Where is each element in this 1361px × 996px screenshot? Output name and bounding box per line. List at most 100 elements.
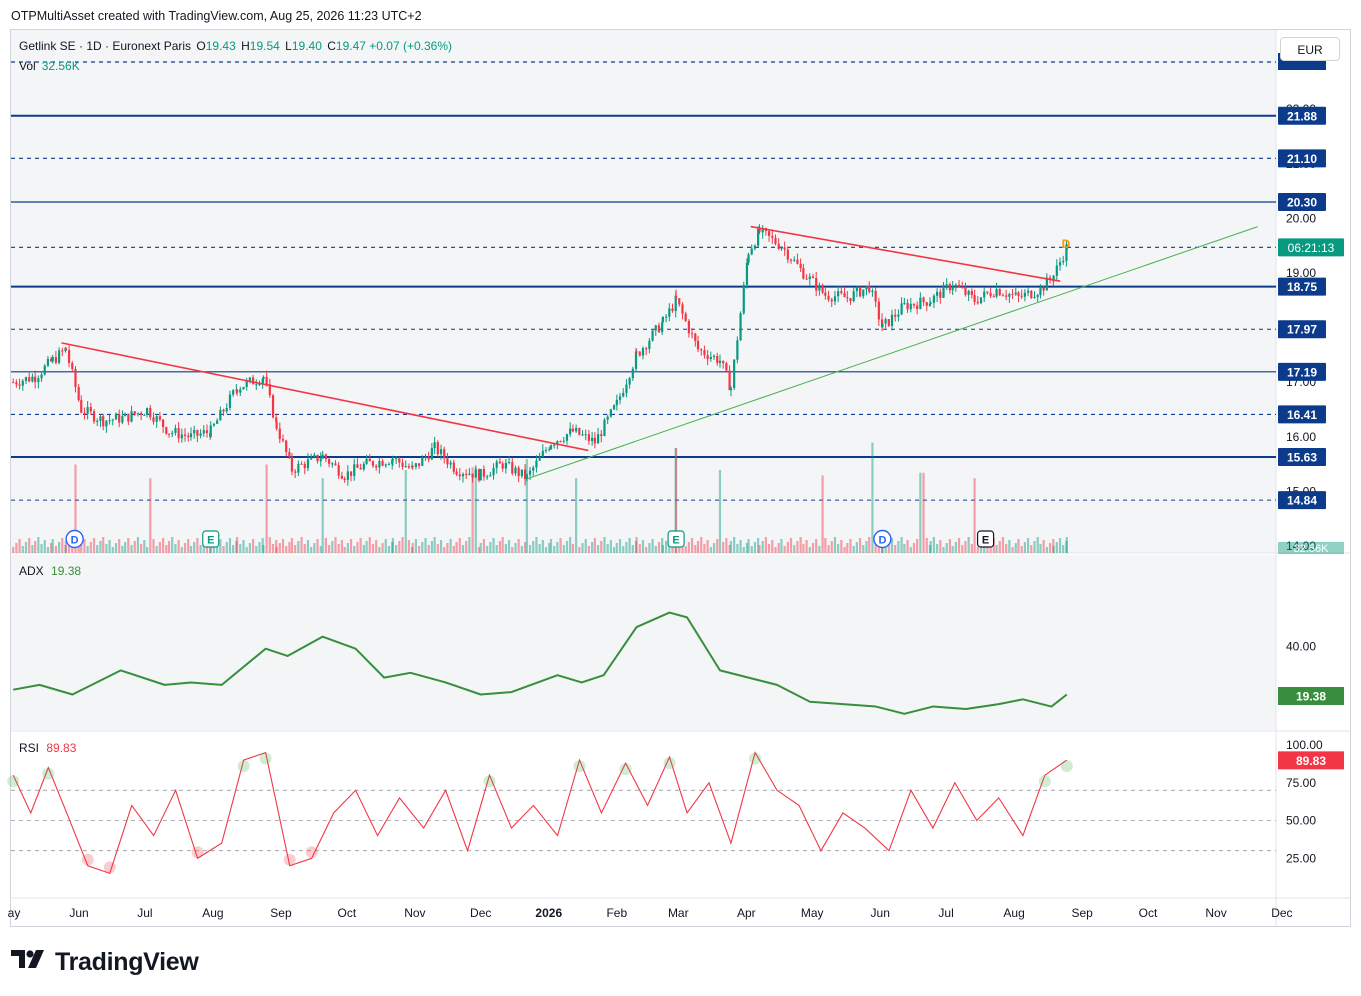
volume-bar	[661, 545, 665, 553]
volume-bar	[1005, 544, 1008, 553]
volume-bar	[736, 544, 739, 553]
volume-bar	[936, 544, 939, 553]
candle-body	[222, 409, 225, 412]
level-price-label: 17.97	[1287, 323, 1317, 337]
candle-body	[793, 259, 796, 261]
volume-bar	[1055, 542, 1058, 553]
candle-body	[584, 434, 587, 436]
volume-bar	[538, 544, 541, 553]
volume-bar	[216, 543, 219, 553]
candle-body	[641, 348, 645, 356]
candle-body	[46, 358, 50, 366]
volume-bar	[492, 538, 495, 553]
time-axis-label: Oct	[1139, 906, 1158, 920]
volume-bar	[995, 545, 998, 553]
volume-bar	[753, 542, 757, 553]
volume-bar	[331, 541, 334, 553]
volume-bar	[219, 539, 222, 553]
volume-bar	[651, 539, 654, 553]
volume-bar	[581, 543, 584, 553]
candle-body	[300, 463, 303, 465]
volume-bar	[609, 540, 612, 553]
candle-body	[507, 462, 511, 464]
time-axis-label: Sep	[270, 906, 292, 920]
candle-body	[421, 457, 424, 466]
volume-bar	[133, 541, 136, 553]
candle-body	[251, 377, 255, 385]
volume-bar	[96, 545, 99, 553]
rsi-tick-label: 75.00	[1286, 776, 1316, 790]
candle-body	[281, 439, 285, 441]
candle-body	[890, 314, 894, 326]
candle-body	[161, 419, 165, 428]
volume-bar	[903, 544, 906, 553]
candle-body	[665, 316, 668, 318]
candle-body	[1005, 295, 1008, 297]
level-price-label: 20.30	[1287, 196, 1317, 210]
candle-body	[99, 416, 102, 421]
volume-bar	[745, 543, 749, 553]
time-axis-label: Jul	[137, 906, 152, 920]
candle-body	[235, 389, 239, 393]
resistance-trendline	[61, 342, 589, 452]
candle-body	[1036, 295, 1039, 297]
candle-body	[417, 463, 421, 466]
candle-body	[310, 456, 313, 460]
candle-body	[668, 308, 671, 317]
price-tick-label: 20.00	[1286, 211, 1316, 225]
rsi-overbought-fill	[483, 775, 496, 788]
candle-body	[818, 285, 821, 291]
candle-body	[511, 462, 514, 474]
candle-body	[28, 377, 31, 382]
volume-bar	[64, 545, 67, 553]
candle-body	[306, 459, 310, 469]
candle-body	[495, 461, 498, 468]
candle-body	[1001, 295, 1005, 297]
candle-body	[976, 301, 979, 304]
volume-bar	[433, 537, 436, 553]
volume-bar	[504, 544, 507, 553]
candle-body	[600, 434, 603, 436]
candle-body	[833, 296, 837, 302]
volume-bar	[837, 544, 840, 553]
candle-body	[528, 470, 532, 475]
volume-bar	[18, 539, 21, 553]
candle-body	[774, 237, 777, 244]
symbol-name[interactable]: Getlink SE · 1D · Euronext Paris	[19, 39, 192, 53]
tradingview-logo[interactable]: TradingView	[11, 948, 199, 977]
volume-bar	[346, 543, 349, 553]
candle-body	[140, 413, 143, 415]
volume-bar	[948, 539, 952, 553]
volume-bar	[401, 537, 404, 553]
adx-pane-bg	[11, 555, 1276, 730]
level-price-label: 14.84	[1287, 494, 1317, 508]
time-axis-label: Jun	[69, 906, 88, 920]
countdown-label: 06:21:13	[1288, 241, 1335, 255]
volume-axis-label: 32.56K	[1294, 543, 1330, 555]
candle-body	[130, 411, 133, 422]
price-tick-label: 19.00	[1286, 266, 1316, 280]
volume-bar	[596, 545, 600, 553]
candle-body	[571, 428, 575, 432]
volume-bar	[71, 544, 74, 553]
candle-body	[967, 290, 970, 295]
candle-body	[158, 416, 161, 420]
currency-selector[interactable]: EUR	[1280, 37, 1340, 61]
candle-body	[535, 460, 538, 468]
volume-bar	[645, 547, 648, 553]
candle-body	[439, 449, 443, 455]
volume-bar	[40, 544, 43, 553]
candle-body	[945, 284, 948, 286]
candle-body	[384, 464, 387, 466]
volume-bar	[593, 538, 596, 553]
candle-body	[452, 462, 455, 472]
candle-body	[739, 313, 742, 341]
candle-body	[553, 444, 556, 446]
volume-bar	[1039, 544, 1042, 553]
volume-bar	[612, 547, 616, 553]
candle-body	[830, 299, 833, 302]
volume-bar	[34, 541, 37, 553]
volume-bar	[793, 545, 796, 553]
candle-body	[61, 350, 64, 352]
